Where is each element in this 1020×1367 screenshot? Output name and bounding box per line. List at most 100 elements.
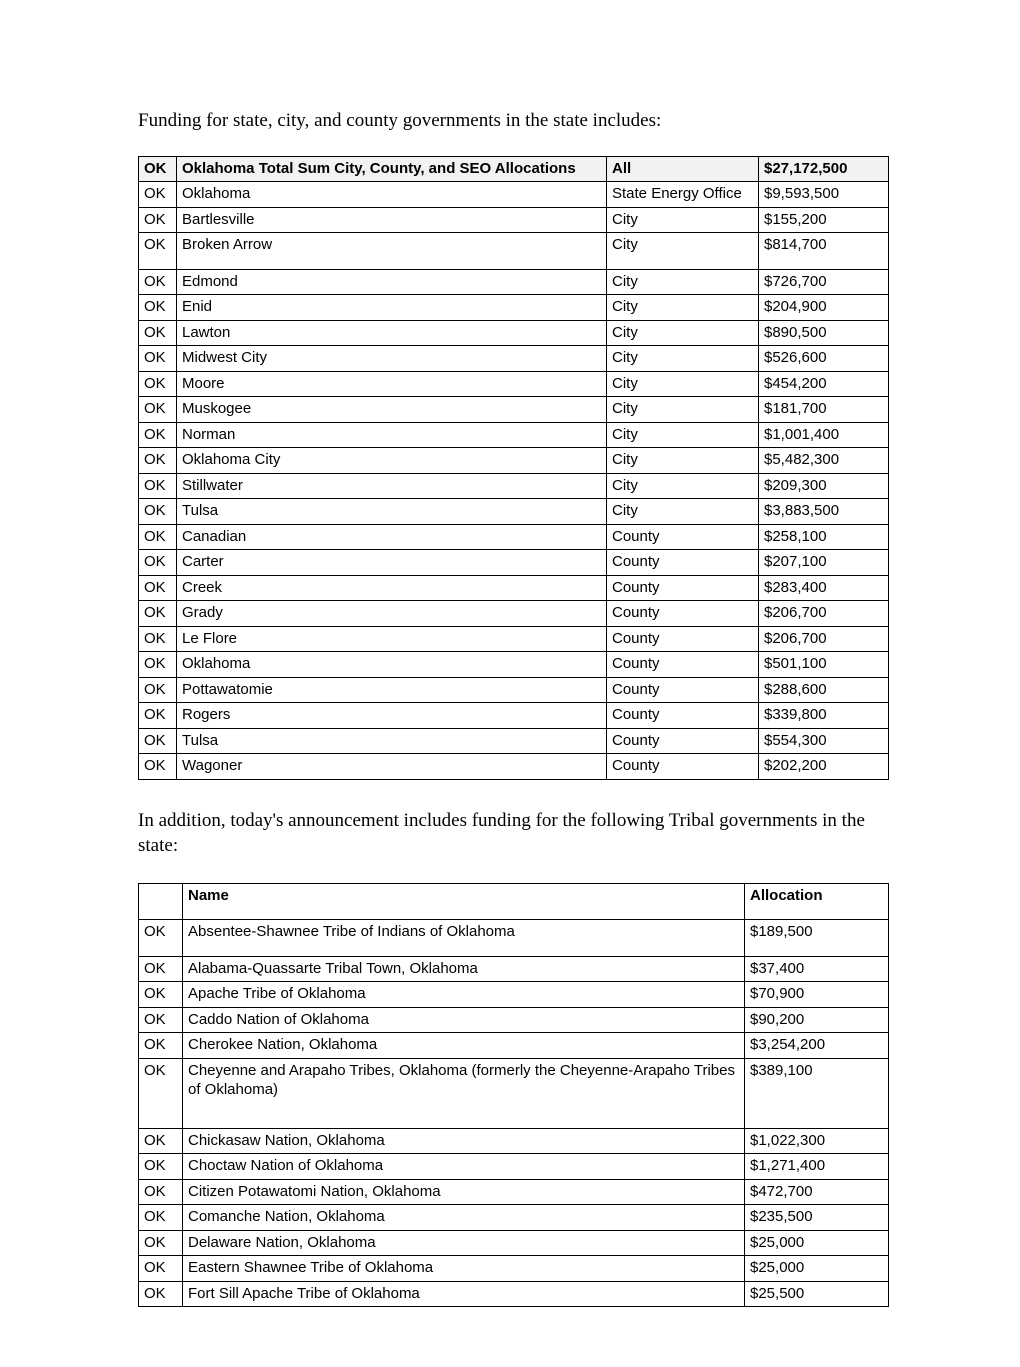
cell-amount: $1,001,400 xyxy=(759,422,889,448)
table2-body: OKAbsentee-Shawnee Tribe of Indians of O… xyxy=(139,920,889,1307)
cell-amount: $890,500 xyxy=(759,320,889,346)
cell-type: City xyxy=(607,295,759,321)
cell-amount: $202,200 xyxy=(759,754,889,780)
table-row: OKOklahomaCounty$501,100 xyxy=(139,652,889,678)
cell-amount: $204,900 xyxy=(759,295,889,321)
cell-name: Oklahoma xyxy=(177,182,607,208)
cell-state: OK xyxy=(139,1281,183,1307)
cell-state: OK xyxy=(139,448,177,474)
cell-name: Absentee-Shawnee Tribe of Indians of Okl… xyxy=(183,920,745,957)
cell-name: Grady xyxy=(177,601,607,627)
table-row: OKChoctaw Nation of Oklahoma$1,271,400 xyxy=(139,1154,889,1180)
cell-type: City xyxy=(607,397,759,423)
cell-name: Citizen Potawatomi Nation, Oklahoma xyxy=(183,1179,745,1205)
cell-state: OK xyxy=(139,524,177,550)
cell-amount: $389,100 xyxy=(745,1058,889,1128)
cell-name: Lawton xyxy=(177,320,607,346)
cell-name: Delaware Nation, Oklahoma xyxy=(183,1230,745,1256)
cell-name: Alabama-Quassarte Tribal Town, Oklahoma xyxy=(183,956,745,982)
table-row: OKAlabama-Quassarte Tribal Town, Oklahom… xyxy=(139,956,889,982)
cell-type: County xyxy=(607,677,759,703)
cell-name: Enid xyxy=(177,295,607,321)
cell-amount: $339,800 xyxy=(759,703,889,729)
cell-state: OK xyxy=(139,1033,183,1059)
cell-name: Eastern Shawnee Tribe of Oklahoma xyxy=(183,1256,745,1282)
cell-name: Bartlesville xyxy=(177,207,607,233)
cell-amount: $526,600 xyxy=(759,346,889,372)
cell-amount: $454,200 xyxy=(759,371,889,397)
cell-amount: $554,300 xyxy=(759,728,889,754)
table-row: OKEnidCity$204,900 xyxy=(139,295,889,321)
cell-amount: $25,500 xyxy=(745,1281,889,1307)
cell-state: OK xyxy=(139,346,177,372)
cell-type: County xyxy=(607,728,759,754)
cell-state: OK xyxy=(139,473,177,499)
cell-type: City xyxy=(607,422,759,448)
header-state: OK xyxy=(139,156,177,182)
cell-name: Stillwater xyxy=(177,473,607,499)
table-row: OKNormanCity$1,001,400 xyxy=(139,422,889,448)
cell-type: City xyxy=(607,233,759,270)
cell-name: Oklahoma City xyxy=(177,448,607,474)
cell-state: OK xyxy=(139,956,183,982)
cell-name: Wagoner xyxy=(177,754,607,780)
cell-state: OK xyxy=(139,1205,183,1231)
cell-state: OK xyxy=(139,1058,183,1128)
cell-amount: $283,400 xyxy=(759,575,889,601)
cell-amount: $209,300 xyxy=(759,473,889,499)
cell-state: OK xyxy=(139,182,177,208)
table-row: OKCherokee Nation, Oklahoma$3,254,200 xyxy=(139,1033,889,1059)
cell-name: Apache Tribe of Oklahoma xyxy=(183,982,745,1008)
table-row: OKEastern Shawnee Tribe of Oklahoma$25,0… xyxy=(139,1256,889,1282)
cell-name: Carter xyxy=(177,550,607,576)
table-row: OKMidwest CityCity$526,600 xyxy=(139,346,889,372)
cell-name: Cheyenne and Arapaho Tribes, Oklahoma (f… xyxy=(183,1058,745,1128)
header-state xyxy=(139,883,183,920)
cell-amount: $472,700 xyxy=(745,1179,889,1205)
cell-state: OK xyxy=(139,320,177,346)
cell-type: County xyxy=(607,550,759,576)
cell-amount: $235,500 xyxy=(745,1205,889,1231)
cell-type: City xyxy=(607,473,759,499)
document-page: Funding for state, city, and county gove… xyxy=(0,0,1020,1367)
cell-state: OK xyxy=(139,233,177,270)
cell-state: OK xyxy=(139,677,177,703)
allocations-table: OK Oklahoma Total Sum City, County, and … xyxy=(138,156,889,780)
cell-type: City xyxy=(607,499,759,525)
table-row: OKCarterCounty$207,100 xyxy=(139,550,889,576)
cell-state: OK xyxy=(139,371,177,397)
cell-amount: $726,700 xyxy=(759,269,889,295)
table-row: OKFort Sill Apache Tribe of Oklahoma$25,… xyxy=(139,1281,889,1307)
table-row: OKChickasaw Nation, Oklahoma$1,022,300 xyxy=(139,1128,889,1154)
cell-name: Norman xyxy=(177,422,607,448)
cell-name: Chickasaw Nation, Oklahoma xyxy=(183,1128,745,1154)
cell-state: OK xyxy=(139,1256,183,1282)
cell-type: State Energy Office xyxy=(607,182,759,208)
cell-amount: $70,900 xyxy=(745,982,889,1008)
cell-name: Broken Arrow xyxy=(177,233,607,270)
intro-text-1: Funding for state, city, and county gove… xyxy=(138,108,888,134)
intro-text-2: In addition, today's announcement includ… xyxy=(138,808,888,859)
cell-name: Caddo Nation of Oklahoma xyxy=(183,1007,745,1033)
table-row: OKAbsentee-Shawnee Tribe of Indians of O… xyxy=(139,920,889,957)
cell-amount: $9,593,500 xyxy=(759,182,889,208)
header-type: All xyxy=(607,156,759,182)
table-row: OKOklahomaState Energy Office$9,593,500 xyxy=(139,182,889,208)
cell-state: OK xyxy=(139,982,183,1008)
table-row: OKCheyenne and Arapaho Tribes, Oklahoma … xyxy=(139,1058,889,1128)
table-row: OKStillwaterCity$209,300 xyxy=(139,473,889,499)
cell-name: Fort Sill Apache Tribe of Oklahoma xyxy=(183,1281,745,1307)
cell-state: OK xyxy=(139,575,177,601)
cell-amount: $3,883,500 xyxy=(759,499,889,525)
table-row: OKWagonerCounty$202,200 xyxy=(139,754,889,780)
cell-amount: $189,500 xyxy=(745,920,889,957)
table-row: OKLe FloreCounty$206,700 xyxy=(139,626,889,652)
cell-state: OK xyxy=(139,550,177,576)
table-row: OKBartlesvilleCity$155,200 xyxy=(139,207,889,233)
table-row: OKTulsaCity$3,883,500 xyxy=(139,499,889,525)
table-row: OKRogersCounty$339,800 xyxy=(139,703,889,729)
cell-amount: $258,100 xyxy=(759,524,889,550)
table-row: OKMooreCity$454,200 xyxy=(139,371,889,397)
cell-name: Oklahoma xyxy=(177,652,607,678)
table-row: OKEdmondCity$726,700 xyxy=(139,269,889,295)
